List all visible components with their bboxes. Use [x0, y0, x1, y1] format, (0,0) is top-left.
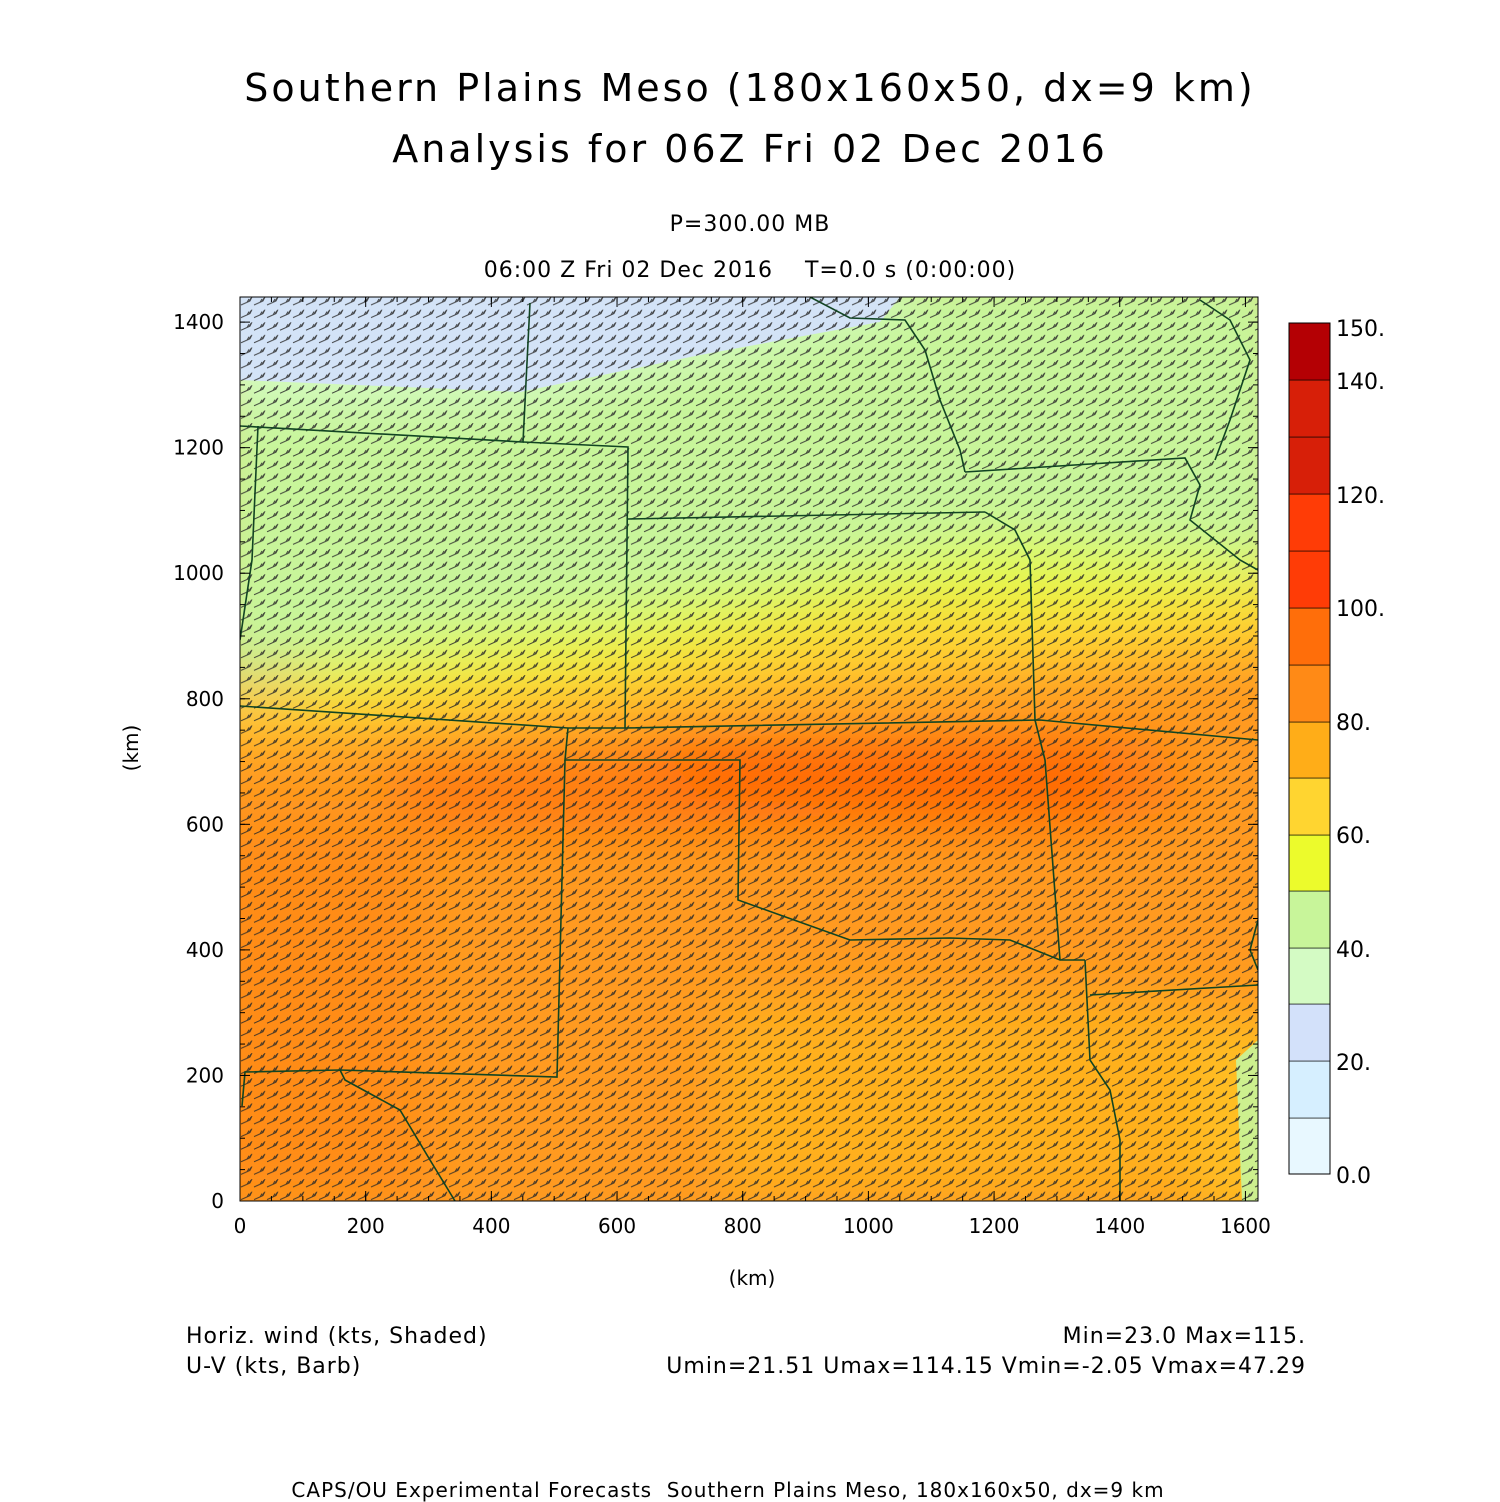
colorbar-band	[1288, 721, 1331, 779]
colorbar-band	[1288, 379, 1331, 438]
chart-subtitle: Analysis for 06Z Fri 02 Dec 2016	[392, 127, 1108, 171]
colorbar-band	[1288, 1117, 1331, 1175]
x-axis-ticks: 0 200 400 600 800 1000 1200 1400 1600	[234, 297, 1271, 1238]
colorbar-frame	[1288, 322, 1331, 1175]
barb-field-label: U-V (kts, Barb)	[186, 1354, 362, 1379]
y-tick-label: 1000	[173, 561, 224, 585]
colorbar-label: 20.	[1336, 1051, 1371, 1076]
min-max-stats: Min=23.0 Max=115.	[1062, 1324, 1306, 1349]
colorbar-label: 40.	[1336, 938, 1371, 963]
y-axis-ticks: 0 200 400 600 800 1000 1200 1400	[173, 310, 1258, 1213]
colorbar-band	[1288, 493, 1331, 552]
chart-title: Southern Plains Meso (180x160x50, dx=9 k…	[244, 66, 1256, 110]
colorbar-band	[1288, 607, 1331, 666]
colorbar-label: 150.	[1336, 317, 1385, 342]
colorbar-band	[1288, 436, 1331, 495]
colorbar-band	[1288, 322, 1331, 381]
colorbar: 0.0 20. 40. 60. 80. 100. 120. 140. 150.	[1288, 317, 1385, 1189]
wind-speed-shading	[240, 297, 1258, 1201]
x-tick-label: 200	[347, 1214, 385, 1238]
plot-frame	[239, 296, 1259, 1202]
colorbar-label: 0.0	[1336, 1164, 1371, 1189]
x-tick-label: 0	[234, 1214, 247, 1238]
x-tick-label: 1000	[843, 1214, 894, 1238]
x-tick-label: 600	[598, 1214, 636, 1238]
colorbar-band	[1288, 550, 1331, 609]
y-tick-label: 800	[186, 687, 224, 711]
y-tick-label: 1200	[173, 436, 224, 460]
y-tick-label: 0	[211, 1189, 224, 1213]
x-tick-label: 1600	[1220, 1214, 1271, 1238]
colorbar-label: 120.	[1336, 484, 1385, 509]
y-axis-title: (km)	[119, 725, 143, 772]
x-tick-label: 800	[724, 1214, 762, 1238]
colorbar-band	[1288, 890, 1331, 949]
y-tick-label: 600	[186, 812, 224, 836]
colorbar-label: 80.	[1336, 711, 1371, 736]
shading-field-label: Horiz. wind (kts, Shaded)	[186, 1324, 488, 1349]
y-tick-label: 1400	[173, 310, 224, 334]
x-tick-label: 1200	[969, 1214, 1020, 1238]
colorbar-band	[1288, 834, 1331, 892]
x-tick-label: 400	[472, 1214, 510, 1238]
colorbar-band	[1288, 664, 1331, 723]
x-axis-title: (km)	[729, 1266, 776, 1290]
colorbar-band	[1288, 1003, 1331, 1062]
y-tick-label: 400	[186, 938, 224, 962]
colorbar-band	[1288, 947, 1331, 1005]
pressure-level-label: P=300.00 MB	[669, 212, 831, 237]
colorbar-label: 140.	[1336, 370, 1385, 395]
y-tick-label: 200	[186, 1063, 224, 1087]
colorbar-band	[1288, 777, 1331, 836]
valid-time-label: 06:00 Z Fri 02 Dec 2016 T=0.0 s (0:00:00…	[483, 258, 1017, 283]
colorbar-band	[1288, 1060, 1331, 1119]
colorbar-label: 60.	[1336, 824, 1371, 849]
footer-credit: CAPS/OU Experimental Forecasts Southern …	[291, 1478, 1165, 1502]
colorbar-label: 100.	[1336, 597, 1385, 622]
x-tick-label: 1400	[1094, 1214, 1145, 1238]
uv-stats: Umin=21.51 Umax=114.15 Vmin=-2.05 Vmax=4…	[666, 1354, 1306, 1379]
